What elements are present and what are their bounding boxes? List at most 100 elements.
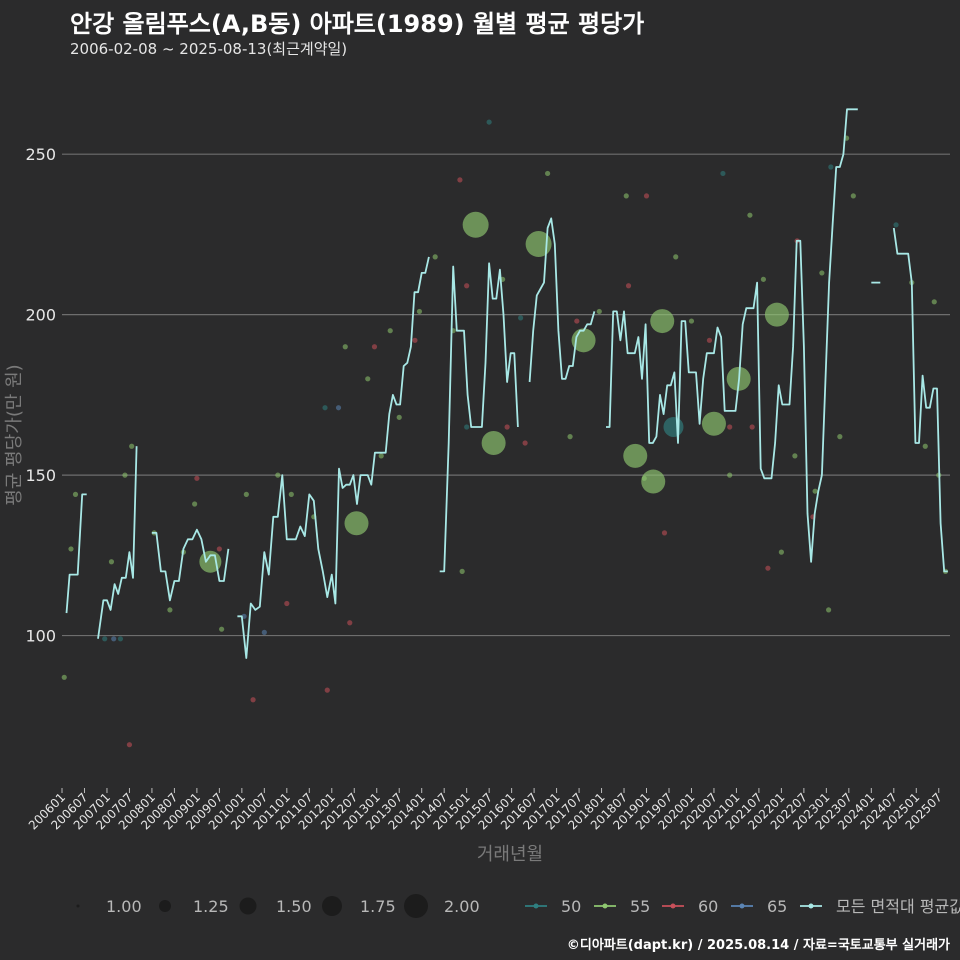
color-key-dot-2 bbox=[670, 903, 676, 909]
point-55-12 bbox=[243, 491, 249, 497]
point-55-17 bbox=[344, 511, 369, 536]
scatter-points bbox=[61, 119, 949, 748]
point-55-29 bbox=[525, 231, 552, 258]
size-key-2.00 bbox=[404, 894, 428, 918]
point-60-17 bbox=[706, 337, 713, 343]
point-55-47 bbox=[778, 549, 784, 555]
point-55-16 bbox=[342, 344, 348, 350]
point-60-0 bbox=[126, 742, 133, 748]
mean-line-segment-8 bbox=[892, 227, 948, 573]
color-key-dot-1 bbox=[602, 903, 608, 909]
y-tick-250: 250 bbox=[25, 145, 56, 164]
point-65-3 bbox=[335, 405, 342, 411]
point-60-20 bbox=[765, 565, 771, 571]
y-axis-label: 평균 평당가(만 원) bbox=[4, 364, 25, 505]
point-55-41 bbox=[701, 411, 726, 436]
point-50-1 bbox=[117, 636, 124, 642]
point-55-48 bbox=[792, 453, 798, 459]
y-tick-labels: 100 150 200 250 bbox=[25, 145, 56, 645]
point-55-20 bbox=[387, 328, 393, 334]
color-legend: 50 55 60 65 모든 면적대 평균값 bbox=[525, 897, 960, 916]
point-60-6 bbox=[347, 620, 353, 626]
point-50-4 bbox=[486, 119, 492, 125]
mean-line-segment-3 bbox=[237, 256, 430, 659]
point-55-38 bbox=[650, 309, 675, 334]
color-key-label-3: 65 bbox=[767, 897, 787, 916]
point-65-2 bbox=[261, 629, 267, 635]
color-key-dot-3 bbox=[739, 903, 745, 909]
size-key-1.75 bbox=[322, 896, 342, 916]
point-55-21 bbox=[396, 414, 402, 420]
point-55-7 bbox=[167, 607, 173, 613]
point-60-3 bbox=[250, 697, 256, 703]
point-55-18 bbox=[365, 376, 371, 382]
point-60-2 bbox=[216, 546, 222, 552]
point-50-7 bbox=[720, 170, 726, 177]
point-55-25 bbox=[459, 568, 465, 574]
size-key-label-1.25: 1.25 bbox=[193, 897, 229, 916]
point-60-7 bbox=[371, 344, 378, 350]
point-55-2 bbox=[72, 491, 79, 497]
point-65-0 bbox=[111, 636, 117, 642]
point-55-9 bbox=[192, 501, 198, 507]
point-55-11 bbox=[219, 626, 225, 632]
point-55-52 bbox=[837, 434, 843, 440]
y-tick-200: 200 bbox=[25, 306, 56, 325]
point-55-0 bbox=[61, 674, 67, 680]
mean-line bbox=[65, 108, 948, 659]
point-60-4 bbox=[284, 600, 290, 607]
point-60-9 bbox=[457, 177, 463, 183]
point-55-44 bbox=[747, 212, 753, 218]
point-55-50 bbox=[819, 270, 825, 276]
size-key-label-2.00: 2.00 bbox=[444, 897, 480, 916]
point-60-12 bbox=[522, 440, 528, 446]
x-axis-label: 거래년월 bbox=[477, 844, 543, 865]
color-key-label-2: 60 bbox=[698, 897, 718, 916]
mean-line-segment-4 bbox=[439, 262, 519, 573]
point-55-22 bbox=[416, 308, 423, 315]
x-tick-labels: 2006012006072007012007072008012008072009… bbox=[26, 788, 945, 833]
y-tick-150: 150 bbox=[25, 466, 56, 485]
point-60-18 bbox=[727, 424, 733, 430]
point-55-51 bbox=[826, 607, 832, 613]
point-55-27 bbox=[481, 431, 506, 456]
point-60-5 bbox=[324, 687, 330, 693]
point-60-11 bbox=[504, 424, 510, 430]
size-key-label-1.75: 1.75 bbox=[360, 897, 396, 916]
point-55-19 bbox=[378, 453, 384, 459]
point-50-5 bbox=[518, 315, 524, 321]
point-55-3 bbox=[108, 559, 115, 565]
mean-line-segment-2 bbox=[151, 528, 230, 602]
point-55-37 bbox=[641, 469, 666, 494]
point-55-13 bbox=[275, 472, 281, 478]
point-55-54 bbox=[850, 193, 856, 199]
point-55-5 bbox=[129, 443, 135, 449]
point-60-1 bbox=[194, 475, 200, 481]
color-key-dot-4 bbox=[808, 903, 814, 909]
size-key-label-1.50: 1.50 bbox=[276, 897, 312, 916]
color-key-dot-0 bbox=[533, 903, 539, 909]
point-60-15 bbox=[643, 193, 650, 199]
point-55-56 bbox=[922, 443, 928, 449]
point-55-34 bbox=[623, 193, 629, 199]
color-key-label-0: 50 bbox=[561, 897, 581, 916]
point-55-46 bbox=[764, 302, 789, 327]
point-60-14 bbox=[625, 283, 632, 289]
point-60-10 bbox=[464, 283, 470, 289]
size-legend: 1.00 1.25 1.50 1.75 2.00 bbox=[76, 894, 480, 918]
point-60-19 bbox=[749, 424, 755, 430]
point-55-33 bbox=[596, 308, 602, 315]
point-55-1 bbox=[68, 546, 74, 552]
point-60-13 bbox=[574, 318, 580, 324]
point-60-16 bbox=[661, 530, 668, 536]
point-55-57 bbox=[931, 299, 937, 305]
mean-line-segment-5 bbox=[528, 217, 596, 383]
point-50-8 bbox=[828, 164, 834, 170]
size-key-1.25 bbox=[159, 900, 171, 912]
point-50-2 bbox=[322, 405, 328, 411]
point-60-8 bbox=[412, 337, 418, 343]
point-50-0 bbox=[102, 636, 108, 642]
mean-line-segment-0 bbox=[65, 493, 87, 614]
size-key-1.50 bbox=[239, 897, 257, 915]
color-key-label-1: 55 bbox=[630, 897, 650, 916]
